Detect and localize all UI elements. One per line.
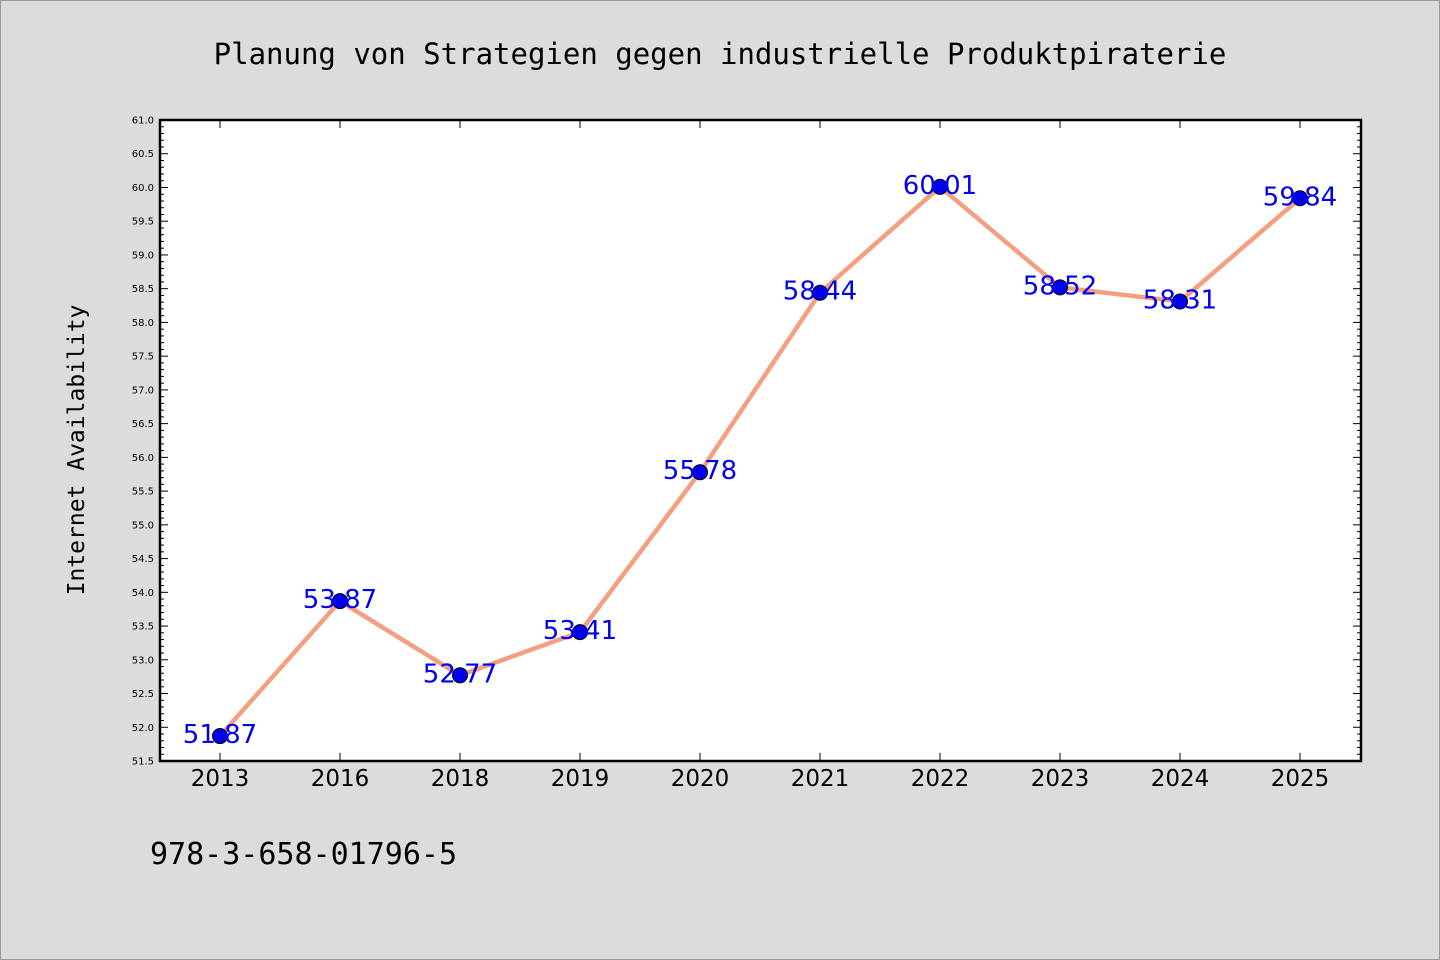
y-axis: 51.5 52.0 52.5 53.0 53.5 54.0 54.5 55.0 55.5 56.0…: [132, 116, 1361, 768]
data-point: [1172, 293, 1188, 310]
y-tick-label: 56.5: [132, 419, 154, 430]
y-tick-label: 54.0: [132, 588, 154, 599]
y-tick-label: 51.5: [132, 757, 154, 768]
y-tick-label: 52.0: [132, 723, 154, 734]
y-tick-label: 53.5: [132, 622, 154, 633]
y-tick-label: 55.5: [132, 487, 154, 498]
y-tick-label: 58.5: [132, 284, 154, 295]
x-tick-label: 2025: [1271, 766, 1330, 792]
data-label: 51.87: [183, 720, 257, 750]
footer-isbn: 978-3-658-01796-5: [150, 837, 457, 872]
data-point: [572, 624, 588, 641]
data-label: 60.01: [903, 171, 977, 201]
chart-title: Planung von Strategien gegen industriell…: [214, 37, 1227, 71]
data-point: [452, 667, 468, 684]
data-label: 55.78: [663, 456, 737, 486]
data-label: 58.44: [783, 277, 857, 307]
data-label: 58.31: [1143, 286, 1217, 316]
y-tick-label: 54.5: [132, 554, 154, 565]
data-point: [812, 284, 828, 301]
x-tick-label: 2019: [551, 766, 610, 792]
x-tick-label: 2022: [911, 766, 970, 792]
x-tick-label: 2013: [191, 766, 250, 792]
y-axis-label: Internet Availability: [64, 305, 90, 596]
y-tick-label: 59.0: [132, 250, 154, 261]
x-axis: 2013 2016 2018 2019 2020 2021 2022 2023 2024 2025: [191, 120, 1330, 792]
data-point: [932, 178, 948, 195]
x-tick-label: 2021: [791, 766, 850, 792]
y-tick-label: 60.0: [132, 183, 154, 194]
y-tick-label: 55.0: [132, 520, 154, 531]
plot-border: [158, 118, 1363, 763]
x-tick-label: 2024: [1151, 766, 1210, 792]
data-label: 53.87: [303, 585, 377, 615]
y-tick-label: 61.0: [132, 116, 154, 127]
data-label: 58.52: [1023, 271, 1097, 301]
data-point: [212, 728, 228, 745]
data-point: [332, 593, 348, 610]
y-tick-label: 58.0: [132, 318, 154, 329]
series-group: [212, 178, 1308, 745]
data-label-group: 51.87 53.87 52.77 53.41 55.78 58.44 60.01 58.52…: [183, 171, 1337, 750]
y-tick-label: 57.5: [132, 352, 154, 363]
y-tick-label: 57.0: [132, 385, 154, 396]
data-label: 52.77: [423, 659, 497, 689]
y-tick-label: 56.0: [132, 453, 154, 464]
y-tick-label: 52.5: [132, 689, 154, 700]
x-tick-label: 2020: [671, 766, 730, 792]
x-tick-label: 2018: [431, 766, 490, 792]
y-tick-label: 53.0: [132, 655, 154, 666]
y-tick-label: 59.5: [132, 217, 154, 228]
data-label: 59.84: [1263, 182, 1337, 212]
x-tick-label: 2016: [311, 766, 370, 792]
data-point: [1052, 279, 1068, 296]
plot-area: [160, 120, 1361, 761]
x-tick-label: 2023: [1031, 766, 1090, 792]
data-point: [692, 464, 708, 481]
data-point: [1292, 190, 1308, 207]
y-tick-label: 60.5: [132, 149, 154, 160]
series-line: [218, 184, 1302, 738]
data-label: 53.41: [543, 616, 617, 646]
